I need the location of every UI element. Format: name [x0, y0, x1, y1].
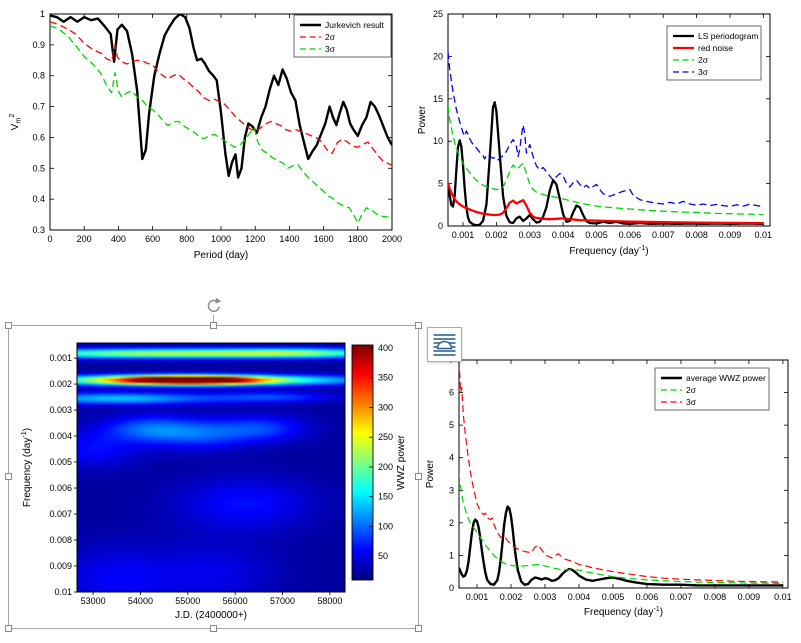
selection-handle-middle-right[interactable] — [415, 473, 422, 480]
rotation-handle[interactable] — [204, 297, 222, 315]
layout-options-icon — [433, 334, 456, 356]
wwz-heatmap-canvas — [77, 343, 345, 592]
selection-handle-bottom-center[interactable] — [210, 625, 217, 632]
rotate-arrowhead-icon — [215, 297, 222, 304]
figure-image-wwz-average[interactable] — [425, 300, 801, 643]
layout-options-button[interactable] — [427, 327, 462, 362]
selection-handle-bottom-left[interactable] — [5, 625, 12, 632]
rotation-connector — [213, 315, 214, 325]
selection-handle-top-right[interactable] — [415, 322, 422, 329]
wwz-colorbar-canvas — [352, 345, 373, 580]
selection-handle-bottom-right[interactable] — [415, 625, 422, 632]
figure-image-period-analysis[interactable] — [0, 0, 801, 278]
selection-handle-middle-left[interactable] — [5, 473, 12, 480]
rotate-arrow-icon — [207, 299, 220, 313]
selection-handle-top-center[interactable] — [210, 322, 217, 329]
selection-handle-top-left[interactable] — [5, 322, 12, 329]
